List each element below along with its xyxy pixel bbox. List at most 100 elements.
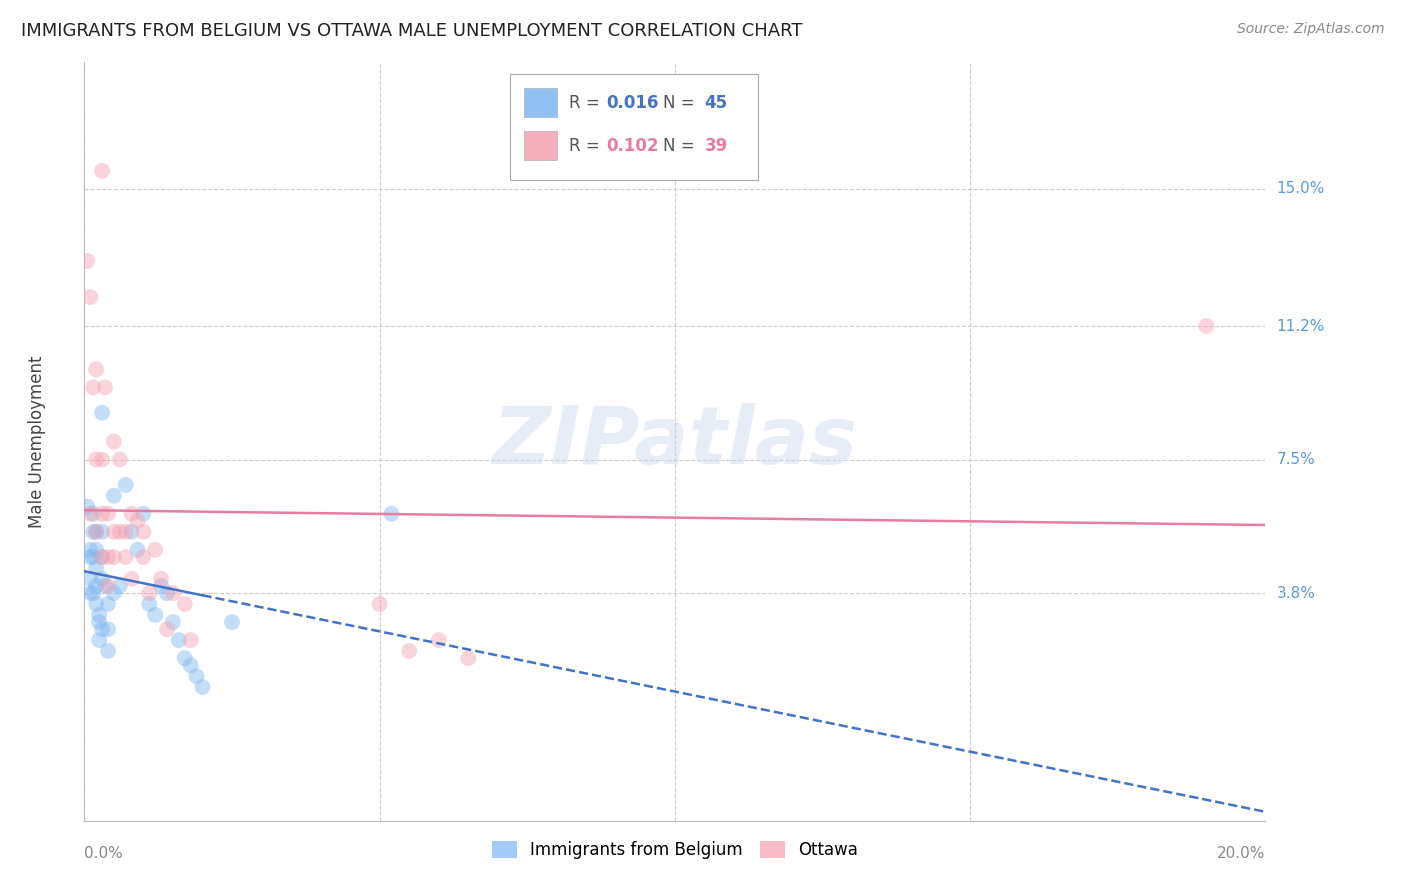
Point (1195, 318, 1218, 333)
Point (167, 633, 190, 648)
Point (79, 572, 101, 586)
Point (91, 406, 114, 420)
Text: 0.0%: 0.0% (84, 846, 124, 861)
Text: IMMIGRANTS FROM BELGIUM VS OTTAWA MALE UNEMPLOYMENT CORRELATION CHART: IMMIGRANTS FROM BELGIUM VS OTTAWA MALE U… (21, 22, 803, 40)
Point (108, 524, 131, 539)
Text: 11.2%: 11.2% (1277, 318, 1324, 334)
Text: 0.016: 0.016 (606, 94, 659, 112)
Point (380, 507, 402, 521)
Point (79, 290, 101, 304)
Point (156, 586, 179, 600)
Point (84, 452, 107, 467)
Text: Source: ZipAtlas.com: Source: ZipAtlas.com (1237, 22, 1385, 37)
Point (94, 579, 117, 593)
Point (91, 507, 114, 521)
Point (132, 550, 155, 565)
Point (91, 550, 114, 565)
Text: N =: N = (664, 136, 700, 155)
Point (162, 615, 184, 629)
Text: 45: 45 (704, 94, 727, 112)
Point (150, 579, 173, 593)
Point (121, 572, 143, 586)
Point (121, 507, 143, 521)
Legend: Immigrants from Belgium, Ottawa: Immigrants from Belgium, Ottawa (485, 834, 865, 865)
Point (138, 597, 160, 611)
Point (84, 561, 107, 575)
Point (87, 615, 111, 629)
Point (82, 550, 104, 565)
Point (114, 524, 136, 539)
Point (103, 524, 125, 539)
Point (87, 633, 111, 648)
Text: ZIPatlas: ZIPatlas (492, 402, 858, 481)
Point (91, 452, 114, 467)
Point (84, 524, 107, 539)
Point (457, 651, 479, 665)
Point (82, 380, 104, 394)
Point (143, 542, 166, 557)
Text: Male Unemployment: Male Unemployment (28, 355, 46, 528)
Point (91, 572, 114, 586)
Point (114, 550, 136, 565)
Point (87, 607, 111, 622)
Point (132, 524, 155, 539)
Point (79, 507, 101, 521)
Point (180, 658, 202, 673)
Point (97, 644, 120, 658)
Point (79, 586, 101, 600)
Point (156, 622, 179, 636)
Point (84, 597, 107, 611)
Text: 39: 39 (704, 136, 728, 155)
Point (427, 633, 450, 648)
Point (84, 362, 107, 376)
Point (76, 500, 98, 514)
Point (76, 254, 98, 268)
FancyBboxPatch shape (523, 88, 557, 117)
Point (82, 524, 104, 539)
Point (132, 507, 155, 521)
Point (103, 489, 125, 503)
Point (84, 542, 107, 557)
Point (127, 514, 149, 528)
Point (91, 622, 114, 636)
Point (97, 597, 120, 611)
Point (82, 507, 104, 521)
Text: 20.0%: 20.0% (1218, 846, 1265, 861)
Point (180, 633, 202, 648)
Point (162, 586, 184, 600)
Point (191, 680, 214, 694)
Point (150, 572, 173, 586)
Point (108, 452, 131, 467)
FancyBboxPatch shape (509, 74, 758, 180)
Point (91, 524, 114, 539)
FancyBboxPatch shape (523, 131, 557, 161)
Point (94, 380, 117, 394)
Text: R =: R = (568, 94, 605, 112)
Text: R =: R = (568, 136, 605, 155)
Point (121, 524, 143, 539)
Point (138, 586, 160, 600)
Point (108, 579, 131, 593)
Point (97, 507, 120, 521)
Point (103, 434, 125, 449)
Text: 15.0%: 15.0% (1277, 181, 1324, 196)
Point (173, 597, 195, 611)
Point (127, 542, 149, 557)
Point (79, 542, 101, 557)
Point (97, 622, 120, 636)
Point (84, 524, 107, 539)
Point (114, 478, 136, 492)
Point (97, 550, 120, 565)
Point (97, 579, 120, 593)
Point (91, 163, 114, 178)
Text: 3.8%: 3.8% (1277, 586, 1316, 600)
Point (368, 597, 391, 611)
Point (103, 550, 125, 565)
Point (82, 586, 104, 600)
Point (186, 669, 208, 683)
Point (143, 607, 166, 622)
Text: 7.5%: 7.5% (1277, 452, 1315, 467)
Point (91, 550, 114, 565)
Point (221, 615, 243, 629)
Point (84, 579, 107, 593)
